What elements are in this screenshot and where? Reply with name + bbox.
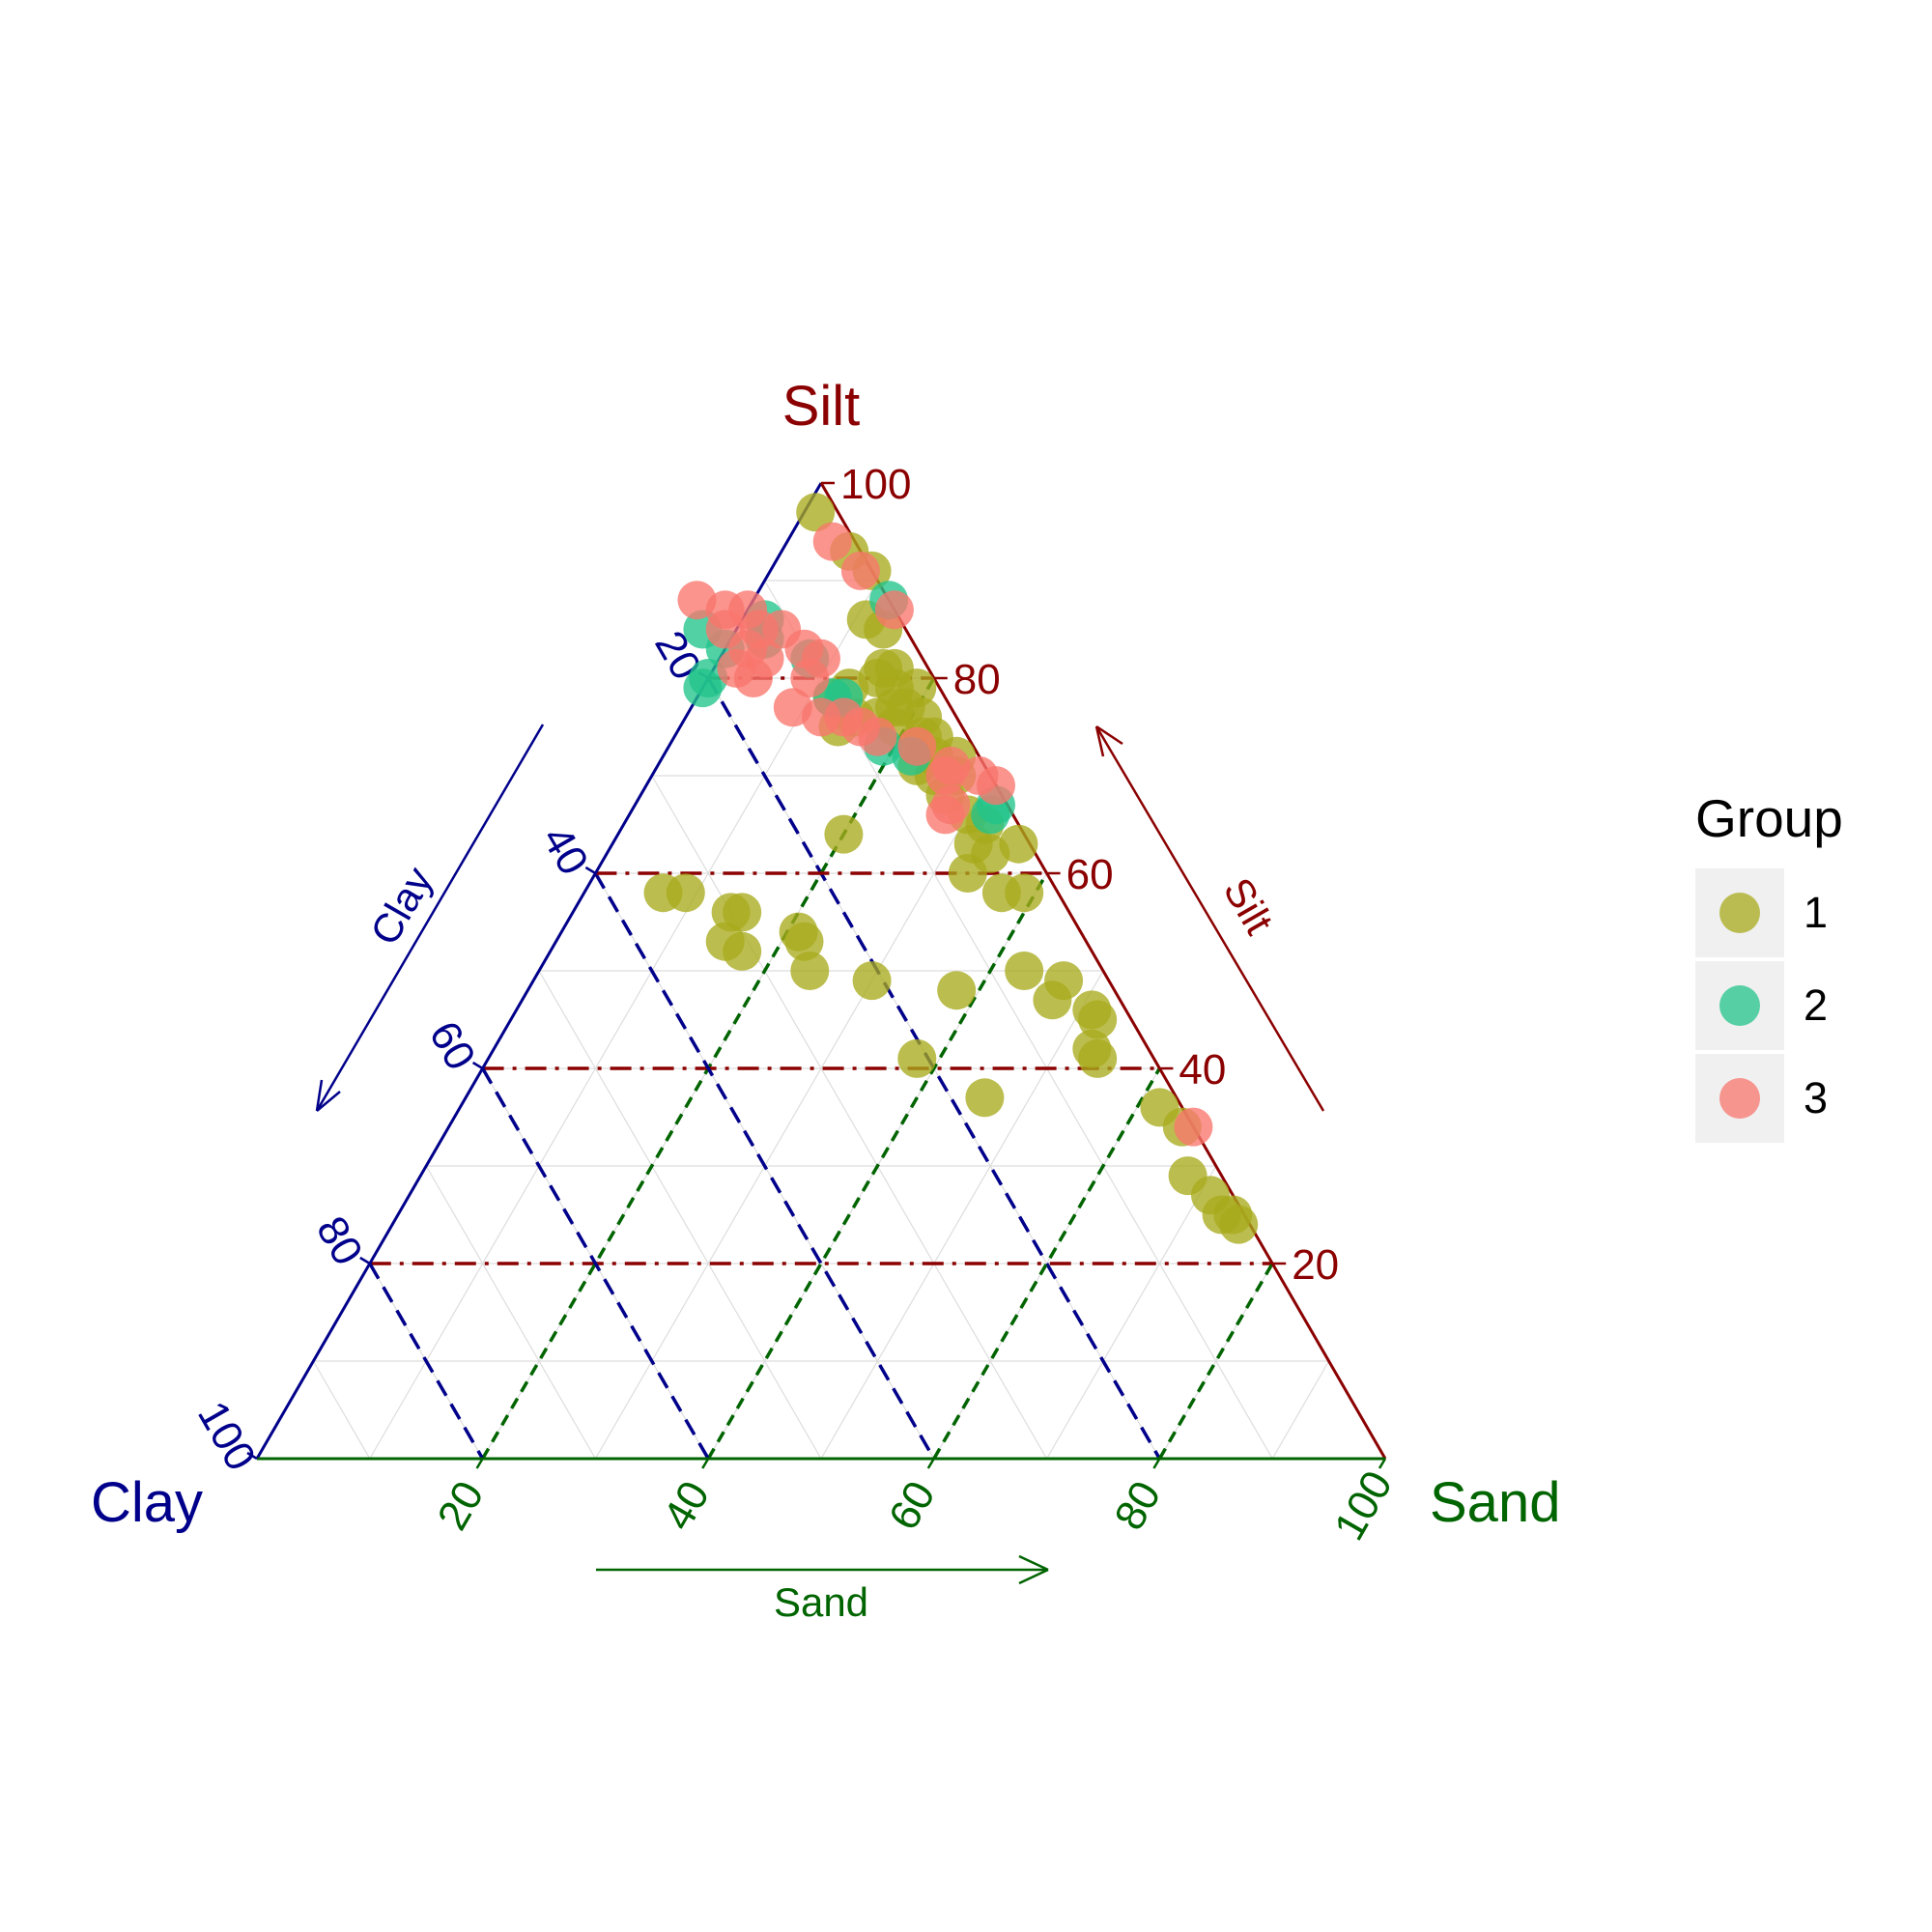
- data-point-group-3: [840, 707, 880, 747]
- legend: Group 1 2 3: [1695, 787, 1879, 1145]
- legend-dot-2: [1719, 985, 1760, 1026]
- clay-reference-line: [706, 677, 1161, 1460]
- data-point-group-3: [925, 795, 965, 835]
- data-point-group-1: [1005, 952, 1044, 990]
- clay-vertex-title: Clay: [91, 1471, 203, 1534]
- data-point-group-3: [897, 726, 937, 766]
- grid-line-clay: [538, 970, 822, 1460]
- sand-tick-label: 80: [1105, 1473, 1170, 1538]
- legend-item-3: 3: [1695, 1052, 1879, 1145]
- data-point-group-1: [937, 971, 977, 1010]
- sand-tick-label: 40: [654, 1473, 719, 1538]
- clay-tick-label: 80: [307, 1208, 372, 1273]
- silt-tick-label: 60: [1066, 851, 1114, 898]
- sand-arrow-label: Sand: [774, 1579, 868, 1625]
- legend-label-1: 1: [1804, 888, 1829, 937]
- silt-arrow-label: Silt: [1215, 870, 1283, 942]
- legend-key-1: [1695, 868, 1784, 957]
- sand-tick-label: 60: [880, 1473, 945, 1538]
- data-point-group-1: [824, 814, 864, 854]
- legend-dot-1: [1719, 893, 1760, 933]
- sand-tick-label: 100: [1325, 1463, 1402, 1548]
- data-point-group-1: [948, 854, 987, 893]
- sand-tick-label: 20: [429, 1473, 494, 1538]
- data-point-group-1: [666, 873, 705, 913]
- sand-reference-line: [932, 1067, 1161, 1460]
- grid-line-clay: [651, 775, 1048, 1460]
- reference-lines: [368, 676, 1274, 1460]
- clay-tick-mark: [246, 1451, 258, 1461]
- legend-item-1: 1: [1695, 867, 1879, 959]
- data-points: [643, 493, 1259, 1244]
- legend-label-3: 3: [1804, 1073, 1829, 1122]
- data-point-group-3: [733, 659, 773, 697]
- data-point-group-1: [723, 931, 762, 971]
- data-point-group-1: [897, 1038, 937, 1078]
- clay-reference-line: [481, 1067, 710, 1460]
- data-point-group-3: [1174, 1107, 1213, 1147]
- silt-tick-label: 40: [1179, 1046, 1226, 1094]
- sand-tick-mark: [1152, 1458, 1161, 1469]
- silt-tick-label: 100: [840, 461, 911, 508]
- sand-vertex-title: Sand: [1430, 1471, 1560, 1534]
- clay-arrow-label: Clay: [361, 860, 441, 952]
- data-point-group-1: [723, 893, 762, 932]
- data-point-group-1: [790, 952, 830, 990]
- grid-line-sand: [369, 580, 878, 1460]
- data-point-group-3: [874, 590, 914, 630]
- silt-axis-edge: [819, 482, 1387, 1460]
- grid-line-clay: [425, 1165, 596, 1460]
- clay-tick-label: 40: [532, 818, 597, 883]
- series-group-3: [677, 522, 1213, 1147]
- data-point-group-1: [1078, 1000, 1118, 1039]
- legend-dot-3: [1719, 1078, 1760, 1119]
- legend-title: Group: [1695, 788, 1843, 848]
- data-point-group-3: [925, 756, 965, 795]
- data-point-group-1: [852, 961, 892, 1001]
- silt-tick-label: 80: [953, 656, 1001, 703]
- data-point-group-1: [796, 493, 836, 532]
- silt-tick-label: 20: [1292, 1241, 1339, 1289]
- data-point-group-1: [1078, 1038, 1118, 1078]
- data-point-group-1: [999, 824, 1038, 864]
- sand-tick-mark: [701, 1458, 710, 1469]
- data-point-group-1: [784, 922, 824, 961]
- grid-line-sand: [1046, 1165, 1217, 1460]
- data-point-group-3: [812, 522, 852, 561]
- legend-label-2: 2: [1804, 980, 1829, 1030]
- clay-tick-mark: [359, 1256, 371, 1265]
- sand-tick-mark: [926, 1458, 935, 1469]
- clay-tick-mark: [584, 866, 597, 875]
- data-point-group-3: [790, 659, 830, 697]
- sand-tick-mark: [1378, 1458, 1387, 1469]
- grid-line-sand: [1158, 1263, 1273, 1460]
- data-point-group-1: [965, 1078, 1005, 1118]
- data-point-group-3: [977, 766, 1015, 806]
- sand-direction-arrow: Sand: [596, 1554, 1049, 1625]
- legend-item-2: 2: [1695, 959, 1879, 1052]
- clay-tick-label: 60: [420, 1013, 485, 1078]
- silt-vertex-title: Silt: [782, 375, 861, 438]
- grid-line-sand: [1271, 1360, 1330, 1460]
- data-point-group-3: [802, 697, 840, 737]
- data-point-group-3: [840, 551, 880, 590]
- grid-line-clay: [312, 1360, 371, 1460]
- clay-reference-line: [593, 872, 936, 1460]
- clay-reference-line: [368, 1263, 485, 1460]
- clay-tick-label: 100: [188, 1394, 265, 1479]
- clay-tick-mark: [471, 1061, 484, 1070]
- data-point-group-1: [1213, 1195, 1253, 1235]
- grid-line-sand: [820, 970, 1104, 1460]
- legend-key-2: [1695, 961, 1784, 1050]
- data-point-group-1: [1005, 873, 1044, 913]
- grid-line-sand: [594, 775, 991, 1460]
- sand-tick-mark: [475, 1458, 484, 1469]
- data-point-group-1: [1033, 980, 1072, 1020]
- legend-key-3: [1695, 1054, 1784, 1143]
- sand-reference-line: [706, 872, 1049, 1460]
